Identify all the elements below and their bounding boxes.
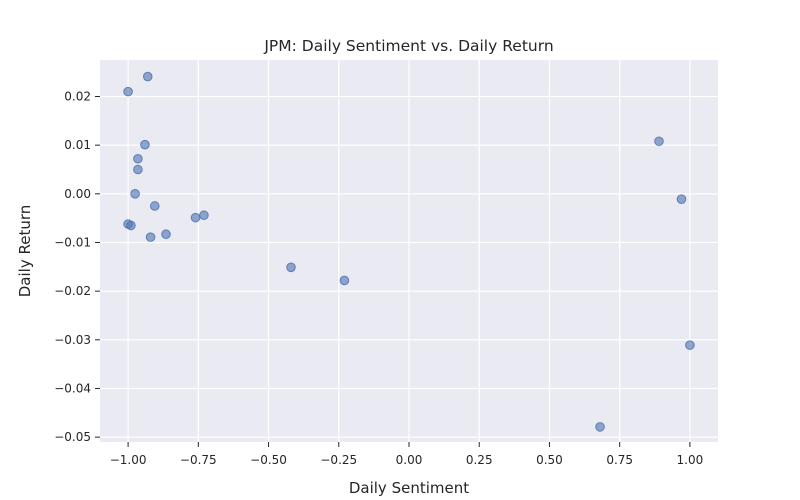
- y-tick-label: −0.04: [54, 381, 91, 395]
- x-tick-label: −1.00: [110, 453, 147, 467]
- x-tick-label: 1.00: [677, 453, 704, 467]
- x-tick-label: 0.75: [606, 453, 633, 467]
- data-points: [123, 71, 695, 432]
- data-point: [199, 210, 209, 221]
- y-tick-label: 0.01: [64, 138, 91, 152]
- data-point: [595, 422, 605, 432]
- y-tick-label: −0.01: [54, 235, 91, 249]
- y-tick-label: 0.00: [64, 187, 91, 201]
- data-point: [145, 232, 156, 242]
- y-tick-label: −0.02: [54, 284, 91, 298]
- y-tick-label: −0.03: [54, 333, 91, 347]
- x-tick-label: 0.50: [536, 453, 563, 467]
- data-point: [126, 220, 136, 231]
- data-point: [130, 189, 140, 199]
- axis-ticks: −1.00 −0.75 −0.50 −0.25 0.00 0.25 0.50 0.75 1.00…: [54, 89, 703, 467]
- x-axis-label: Daily Sentiment: [349, 479, 469, 497]
- data-point: [149, 201, 160, 211]
- y-tick-label: 0.02: [64, 89, 91, 103]
- x-tick-label: −0.75: [180, 453, 217, 467]
- data-point: [339, 275, 350, 286]
- data-point: [685, 340, 695, 350]
- data-point: [142, 71, 153, 82]
- x-tick-label: −0.25: [320, 453, 357, 467]
- data-point: [286, 262, 296, 273]
- data-point: [676, 194, 687, 204]
- data-point: [133, 153, 143, 164]
- x-tick-label: 0.25: [466, 453, 493, 467]
- data-point: [654, 136, 664, 147]
- y-axis-label: Daily Return: [16, 205, 34, 298]
- data-point: [140, 139, 150, 150]
- data-point: [133, 164, 143, 175]
- data-point: [123, 86, 133, 97]
- data-point: [161, 229, 171, 240]
- data-point: [190, 212, 201, 223]
- x-tick-label: 0.00: [396, 453, 423, 467]
- grid: [100, 60, 718, 442]
- y-tick-label: −0.05: [54, 430, 91, 444]
- x-tick-label: −0.50: [250, 453, 287, 467]
- chart-title: JPM: Daily Sentiment vs. Daily Return: [263, 37, 553, 55]
